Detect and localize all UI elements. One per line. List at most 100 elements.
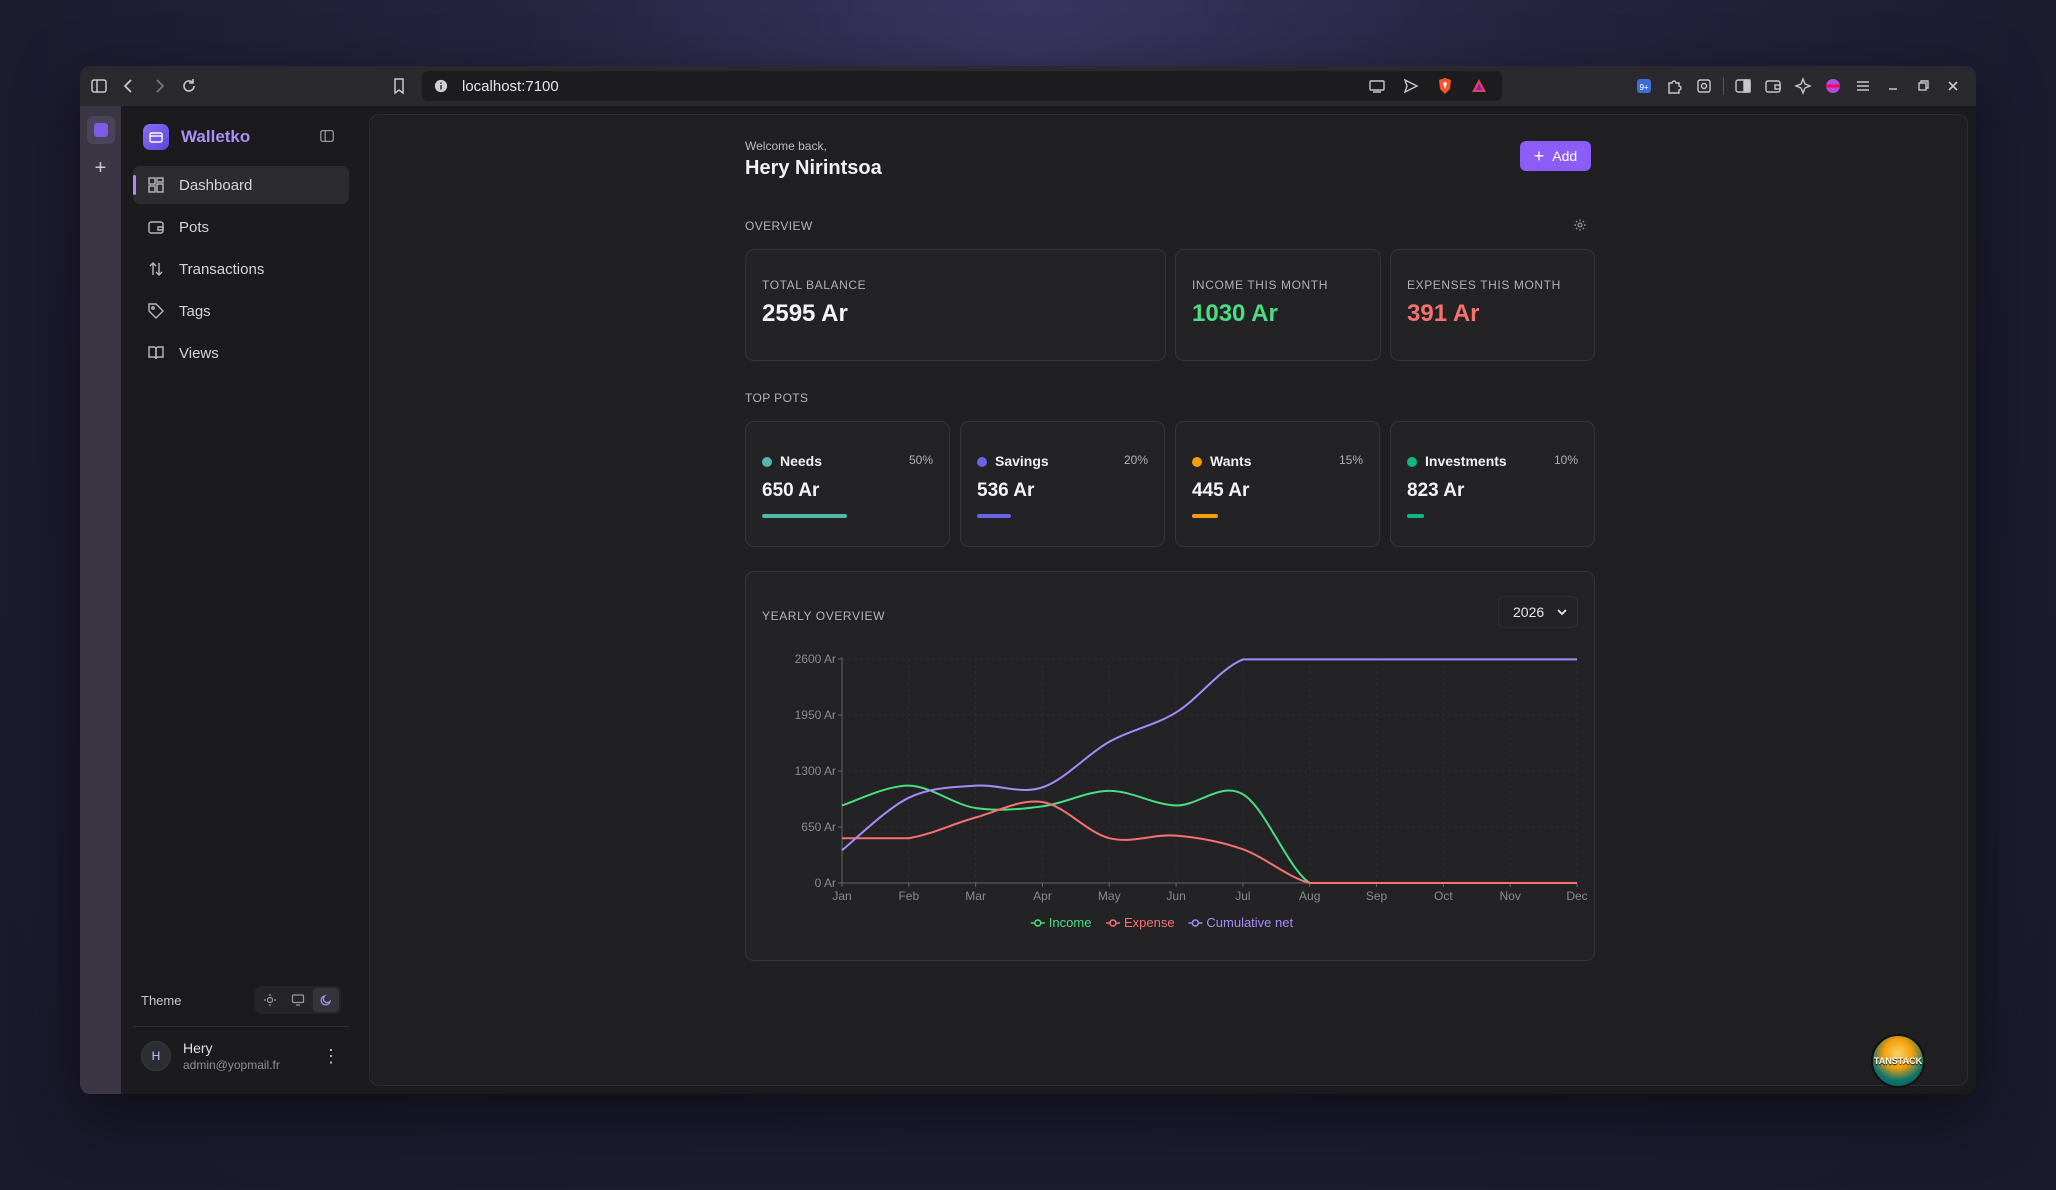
pot-progress-fill xyxy=(1192,514,1218,518)
pot-card-savings[interactable]: Savings 20% 536 Ar xyxy=(960,421,1165,547)
browser-right-controls: 9+ xyxy=(1629,71,1968,101)
gear-icon[interactable] xyxy=(1573,218,1589,234)
pot-percent: 50% xyxy=(908,453,933,467)
x-tick-label: Jun xyxy=(1166,889,1185,903)
add-button[interactable]: + Add xyxy=(1520,141,1591,171)
pot-amount: 650 Ar xyxy=(762,480,820,501)
address-bar[interactable]: localhost:7100 xyxy=(422,71,1502,101)
sidepanel-icon[interactable] xyxy=(1728,71,1758,101)
minimize-icon[interactable] xyxy=(1878,71,1908,101)
brand[interactable]: Walletko xyxy=(143,124,250,150)
legend-marker xyxy=(1034,919,1042,927)
x-tick-label: Sep xyxy=(1366,889,1388,903)
user-email: admin@yopmail.fr xyxy=(183,1058,280,1072)
legend-marker xyxy=(1109,919,1117,927)
pot-name: Savings xyxy=(995,453,1049,469)
dashboard-icon xyxy=(148,177,164,193)
cast-icon[interactable] xyxy=(1362,71,1392,101)
pot-card-investments[interactable]: Investments 10% 823 Ar xyxy=(1390,421,1595,547)
stat-label: TOTAL BALANCE xyxy=(762,278,867,292)
year-select[interactable]: 2026 xyxy=(1498,596,1578,628)
new-tab-icon[interactable]: + xyxy=(94,157,107,179)
stat-card-total-balance: TOTAL BALANCE 2595 Ar xyxy=(745,249,1166,361)
sidebar-item-transactions[interactable]: Transactions xyxy=(133,250,349,288)
browser-window: localhost:7100 9+ xyxy=(80,66,1976,1094)
user-info: Hery admin@yopmail.fr xyxy=(183,1040,280,1072)
stat-label: INCOME THIS MONTH xyxy=(1192,278,1328,292)
tag-icon xyxy=(148,303,164,319)
sidebar: Walletko Dashboard Pots Transactions xyxy=(121,106,361,1094)
sidebar-item-tags[interactable]: Tags xyxy=(133,292,349,330)
pot-card-needs[interactable]: Needs 50% 650 Ar xyxy=(745,421,950,547)
x-tick-label: Feb xyxy=(898,889,919,903)
y-tick-label: 2600 Ar xyxy=(795,652,836,666)
sidebar-item-dashboard[interactable]: Dashboard xyxy=(133,166,349,204)
profile-icon[interactable] xyxy=(1818,71,1848,101)
wallet-icon[interactable] xyxy=(1758,71,1788,101)
legend-label: Cumulative net xyxy=(1206,915,1293,930)
sidebar-toggle-icon[interactable] xyxy=(84,71,114,101)
x-tick-label: Oct xyxy=(1434,889,1453,903)
stat-card-expenses: EXPENSES THIS MONTH 391 Ar xyxy=(1390,249,1595,361)
y-tick-label: 1950 Ar xyxy=(795,708,836,722)
main-panel: Welcome back, Hery Nirintsoa + Add OVERV… xyxy=(369,114,1968,1086)
vertical-tab-strip: + xyxy=(80,106,121,1094)
tab-walletko[interactable] xyxy=(86,116,115,144)
app-root: Walletko Dashboard Pots Transactions xyxy=(121,106,1976,1094)
more-vertical-icon[interactable]: ⋮ xyxy=(322,1045,340,1066)
x-tick-label: Apr xyxy=(1033,889,1052,903)
chart-title: YEARLY OVERVIEW xyxy=(762,609,886,623)
tanstack-devtools-button[interactable]: TANSTACK xyxy=(1871,1034,1925,1088)
sidebar-nav: Dashboard Pots Transactions Tags Views xyxy=(133,166,349,376)
brave-shield-icon[interactable] xyxy=(1430,71,1460,101)
theme-system-button[interactable] xyxy=(285,988,311,1012)
sidebar-item-label: Views xyxy=(179,344,219,362)
legend-marker xyxy=(1191,919,1200,927)
pot-percent: 15% xyxy=(1338,453,1363,467)
y-tick-label: 0 Ar xyxy=(815,876,836,890)
theme-light-button[interactable] xyxy=(257,988,283,1012)
divider xyxy=(133,1026,349,1027)
yearly-chart: 0 Ar 650 Ar 1300 Ar 1950 Ar 2600 Ar Jan Feb Mar… xyxy=(795,652,1588,930)
user-profile[interactable]: H Hery admin@yopmail.fr ⋮ xyxy=(141,1040,341,1072)
reload-icon[interactable] xyxy=(174,71,204,101)
svg-text:9+: 9+ xyxy=(1639,83,1648,92)
pot-name: Wants xyxy=(1210,453,1252,469)
user-name: Hery xyxy=(183,1040,213,1056)
pot-percent: 20% xyxy=(1123,453,1148,467)
send-icon[interactable] xyxy=(1396,71,1426,101)
year-select-value: 2026 xyxy=(1513,604,1545,620)
x-tick-label: May xyxy=(1098,889,1121,903)
arrows-updown-icon xyxy=(149,262,163,276)
leo-ai-icon[interactable] xyxy=(1788,71,1818,101)
bookmark-icon[interactable] xyxy=(384,71,414,101)
extension-badge-icon[interactable]: 9+ xyxy=(1629,71,1659,101)
forward-icon[interactable] xyxy=(144,71,174,101)
restore-icon[interactable] xyxy=(1908,71,1938,101)
pot-amount: 445 Ar xyxy=(1192,480,1250,501)
pot-color-dot xyxy=(762,457,772,467)
puzzle-icon[interactable] xyxy=(1659,71,1689,101)
app-name: Walletko xyxy=(181,127,251,146)
stat-value: 1030 Ar xyxy=(1192,300,1278,327)
pot-card-wants[interactable]: Wants 15% 445 Ar xyxy=(1175,421,1380,547)
monitor-icon xyxy=(291,994,305,1006)
collapse-sidebar-icon[interactable] xyxy=(319,128,339,148)
sidebar-item-label: Transactions xyxy=(179,260,265,278)
menu-icon[interactable] xyxy=(1848,71,1878,101)
back-icon[interactable] xyxy=(114,71,144,101)
close-icon[interactable] xyxy=(1938,71,1968,101)
theme-dark-button[interactable] xyxy=(313,988,339,1012)
screenshot-icon[interactable] xyxy=(1689,71,1719,101)
pot-progress-track xyxy=(1407,514,1577,518)
theme-segmented-control xyxy=(255,986,341,1014)
pot-progress-track xyxy=(1192,514,1362,518)
sidebar-item-label: Pots xyxy=(179,218,210,236)
sidebar-item-pots[interactable]: Pots xyxy=(133,208,349,246)
page-title: Hery Nirintsoa xyxy=(745,157,882,179)
brave-rewards-icon[interactable] xyxy=(1464,71,1494,101)
site-info-icon[interactable] xyxy=(428,79,454,93)
stat-label: EXPENSES THIS MONTH xyxy=(1407,278,1561,292)
sidebar-item-views[interactable]: Views xyxy=(133,334,349,372)
legend-label: Income xyxy=(1049,915,1092,930)
